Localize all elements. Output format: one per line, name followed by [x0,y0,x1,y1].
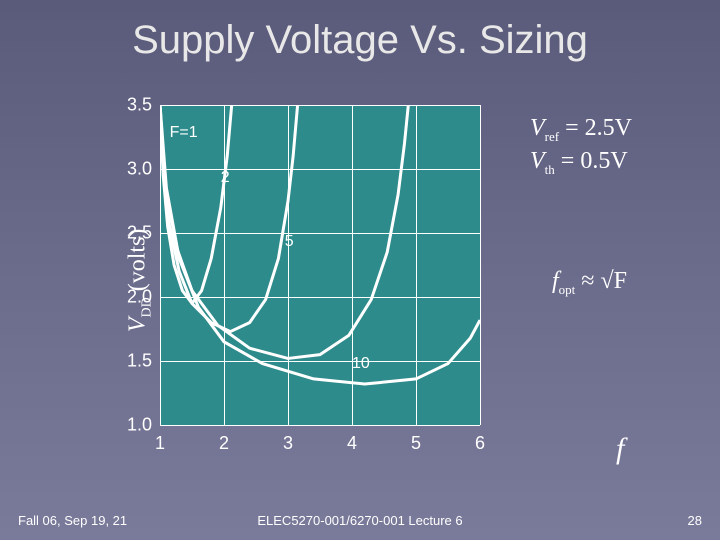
ylabel-unit: (volts) [125,229,151,298]
fopt-rest: ≈ √F [575,268,627,294]
curve-label: 5 [285,233,294,251]
vref-text: Vref = 2.5V [530,115,632,145]
x-tick: 4 [347,433,357,454]
ylabel-var: V [125,318,151,333]
vth-text: Vth = 0.5V [530,148,628,178]
curve-label: F=1 [170,124,198,142]
x-tick: 3 [283,433,293,454]
y-tick: 1.0 [127,415,152,436]
curve-label: 2 [221,169,230,187]
vref-var: V [530,115,545,141]
x-tick: 1 [155,433,165,454]
vth-sub: th [545,162,555,177]
y-axis-label: VDD (volts) [125,180,156,380]
y-tick: 3.0 [127,159,152,180]
curve-label: 10 [352,355,370,373]
fopt-var: f [552,268,559,294]
x-tick: 6 [475,433,485,454]
fopt-text: fopt ≈ √F [552,268,627,298]
ylabel-sub: DD [139,297,154,317]
x-tick: 5 [411,433,421,454]
vref-rest: = 2.5V [559,115,632,141]
footer-course: ELEC5270-001/6270-001 Lecture 6 [0,513,720,528]
y-tick: 3.5 [127,95,152,116]
x-axis-var: f [616,432,624,466]
chart: F=12510 1.01.52.02.53.03.5 123456 VDD (v… [160,105,480,425]
grid-h [160,425,480,426]
slide-title: Supply Voltage Vs. Sizing [0,0,720,63]
fopt-sub: opt [559,282,576,297]
vref-sub: ref [545,129,559,144]
vth-var: V [530,148,545,174]
curves [160,105,480,425]
grid-v [480,105,481,425]
x-tick: 2 [219,433,229,454]
curve [160,105,480,384]
footer-page: 28 [688,513,702,528]
vth-rest: = 0.5V [555,148,628,174]
